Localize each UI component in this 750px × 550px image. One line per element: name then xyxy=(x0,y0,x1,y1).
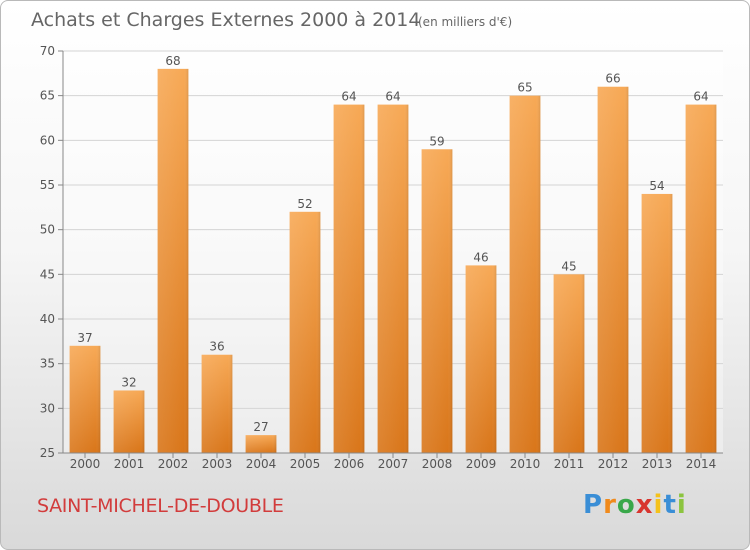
proxiti-logo: Proxiti xyxy=(583,490,687,520)
y-tick-label: 40 xyxy=(40,312,55,326)
bar-shade xyxy=(509,95,541,454)
bar-shade xyxy=(289,211,321,453)
value-label: 27 xyxy=(253,420,268,434)
value-label: 68 xyxy=(165,54,180,68)
logo-letter: P xyxy=(583,490,604,520)
x-tick-label: 2009 xyxy=(466,457,497,471)
x-tick-label: 2007 xyxy=(378,457,409,471)
value-label: 64 xyxy=(693,90,708,104)
bar-shade xyxy=(685,104,717,453)
x-tick-label: 2001 xyxy=(114,457,145,471)
logo-letter: i xyxy=(676,490,687,520)
x-tick-label: 2010 xyxy=(510,457,541,471)
value-label: 45 xyxy=(561,259,576,273)
value-label: 64 xyxy=(385,90,400,104)
bar-shade xyxy=(113,390,145,453)
logo-letter: i xyxy=(653,490,664,520)
x-tick-label: 2005 xyxy=(290,457,321,471)
y-tick-label: 55 xyxy=(40,178,55,192)
x-tick-label: 2006 xyxy=(334,457,365,471)
x-tick-label: 2002 xyxy=(158,457,189,471)
y-tick-label: 35 xyxy=(40,357,55,371)
bar-shade xyxy=(465,265,497,453)
x-tick-label: 2000 xyxy=(70,457,101,471)
logo-letter: r xyxy=(603,490,617,520)
bar-shade xyxy=(201,354,233,453)
bar-shade xyxy=(377,104,409,453)
bar-shade xyxy=(597,86,629,453)
x-tick-label: 2008 xyxy=(422,457,453,471)
chart-title: Achats et Charges Externes 2000 à 2014 xyxy=(31,9,420,31)
bar-shade xyxy=(641,193,673,453)
x-tick-label: 2013 xyxy=(642,457,673,471)
value-label: 52 xyxy=(297,197,312,211)
value-label: 46 xyxy=(473,250,488,264)
chart-subtitle: (en milliers d'€) xyxy=(418,15,512,29)
logo-letter: o xyxy=(616,490,636,520)
bar-shade xyxy=(333,104,365,453)
x-tick-label: 2014 xyxy=(686,457,717,471)
value-label: 66 xyxy=(605,72,620,86)
x-tick-label: 2012 xyxy=(598,457,629,471)
y-tick-label: 25 xyxy=(40,446,55,460)
logo-letter: t xyxy=(663,490,677,520)
y-tick-label: 60 xyxy=(40,133,55,147)
value-label: 54 xyxy=(649,179,664,193)
axis-layer: 25 30 35 40 45 50 55 60 65 70 2000 2001 2002 2003 2004… xyxy=(40,44,723,471)
value-label: 59 xyxy=(429,134,444,148)
y-tick-label: 65 xyxy=(40,89,55,103)
value-label: 65 xyxy=(517,81,532,95)
bar-shade xyxy=(69,345,101,453)
bar-shade xyxy=(245,435,277,453)
x-tick-label: 2011 xyxy=(554,457,585,471)
y-tick-label: 45 xyxy=(40,267,55,281)
bar-shade xyxy=(157,68,189,453)
bar-layer: 37 32 68 36 27 52 64 64 59 46 65 45 66 54 64 xyxy=(69,54,717,454)
value-label: 36 xyxy=(209,340,224,354)
x-tick-label: 2003 xyxy=(202,457,233,471)
x-tick-label: 2004 xyxy=(246,457,277,471)
logo-letter: x xyxy=(635,490,654,520)
value-label: 64 xyxy=(341,90,356,104)
bar-shade xyxy=(553,274,585,453)
y-tick-label: 30 xyxy=(40,401,55,415)
value-label: 32 xyxy=(121,375,136,389)
y-tick-label: 50 xyxy=(40,223,55,237)
bar-shade xyxy=(421,149,453,453)
commune-name: SAINT-MICHEL-DE-DOUBLE xyxy=(37,495,284,517)
value-label: 37 xyxy=(77,331,92,345)
y-tick-label: 70 xyxy=(40,44,55,58)
